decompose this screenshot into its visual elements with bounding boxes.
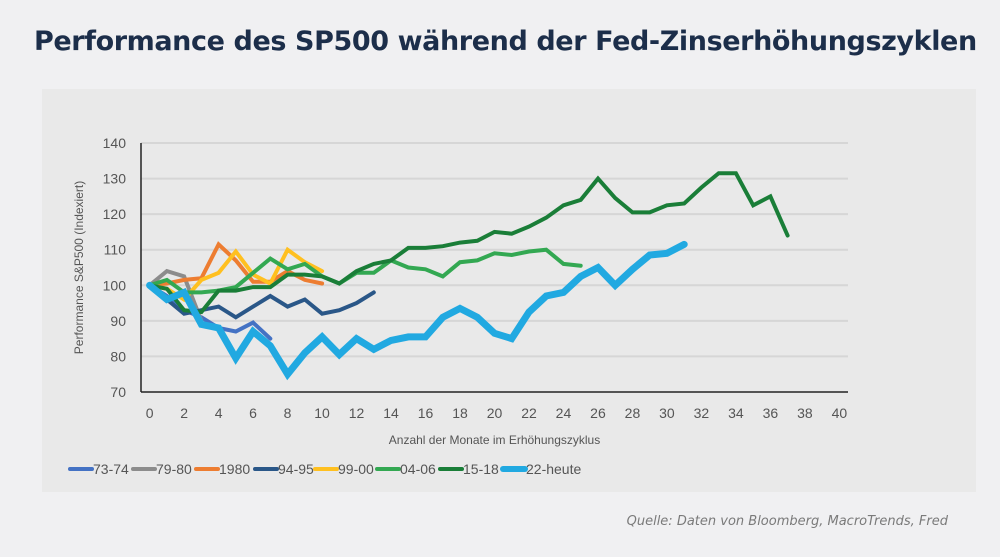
series-line-15-18	[147, 171, 790, 315]
x-tick-label: 38	[797, 405, 813, 421]
x-tick-label: 16	[418, 405, 434, 421]
y-tick-labels: 70 80 90 100 110 120 130 140	[103, 135, 127, 400]
legend-label: 04-06	[400, 461, 436, 477]
x-tick-label: 0	[146, 405, 154, 421]
axes	[140, 143, 848, 393]
legend-item-04-06: 04-06	[375, 461, 436, 477]
y-tick-label: 140	[103, 135, 127, 151]
legend-item-73-74: 73-74	[68, 461, 129, 477]
x-tick-label: 26	[590, 405, 606, 421]
x-tick-label: 24	[556, 405, 572, 421]
legend-label: 79-80	[156, 461, 192, 477]
legend-label: 22-heute	[526, 461, 581, 477]
x-tick-label: 6	[249, 405, 257, 421]
x-tick-label: 10	[314, 405, 330, 421]
legend-item-15-18: 15-18	[438, 461, 499, 477]
legend-item-22-heute: 22-heute	[500, 461, 581, 477]
x-tick-label: 28	[625, 405, 641, 421]
y-tick-label: 70	[110, 384, 126, 400]
x-tick-label: 32	[694, 405, 710, 421]
y-tick-label: 110	[104, 242, 127, 258]
x-tick-label: 8	[284, 405, 292, 421]
legend-label: 99-00	[338, 461, 374, 477]
series-line-79-80	[147, 268, 204, 323]
chart-title: Performance des SP500 während der Fed-Zi…	[34, 26, 977, 57]
legend-label: 15-18	[463, 461, 499, 477]
x-tick-label: 2	[180, 405, 188, 421]
x-tick-label: 40	[832, 405, 848, 421]
legend-label: 1980	[219, 461, 250, 477]
y-tick-label: 90	[110, 313, 126, 329]
chart-panel: 70 80 90 100 110 120 130 140 0 2 4 6 8 10 12 14 16 18 20 2…	[42, 89, 976, 492]
x-tick-label: 14	[383, 405, 399, 421]
series-lines	[146, 171, 790, 381]
y-axis-label: Performance S&P500 (Indexiert)	[72, 181, 86, 354]
series-line-22-heute	[146, 240, 688, 381]
legend-item-99-00: 99-00	[313, 461, 374, 477]
x-tick-label: 30	[659, 405, 675, 421]
legend-label: 73-74	[93, 461, 129, 477]
x-tick-labels: 0 2 4 6 8 10 12 14 16 18 20 22 24 26 28 30 32 34 36 38 40	[146, 405, 848, 421]
legend-item-79-80: 79-80	[131, 461, 192, 477]
x-tick-label: 20	[487, 405, 503, 421]
legend-label: 94-95	[278, 461, 314, 477]
x-axis-label: Anzahl der Monate im Erhöhungszyklus	[389, 433, 600, 447]
legend-item-94-95: 94-95	[253, 461, 314, 477]
legend: 73-74 79-80 1980 94-95 99-00 04-06 15-18 22-heu…	[68, 461, 581, 477]
y-tick-label: 80	[110, 348, 126, 364]
source-note: Quelle: Daten von Bloomberg, MacroTrends…	[626, 514, 948, 529]
legend-item-1980: 1980	[194, 461, 250, 477]
y-tick-label: 100	[103, 277, 127, 293]
x-tick-label: 34	[728, 405, 744, 421]
x-tick-label: 18	[452, 405, 468, 421]
x-tick-label: 12	[349, 405, 365, 421]
series-line-94-95	[147, 283, 376, 320]
x-tick-label: 22	[521, 405, 537, 421]
y-tick-label: 130	[103, 171, 127, 187]
y-tick-label: 120	[103, 206, 127, 222]
x-tick-label: 36	[763, 405, 779, 421]
x-tick-label: 4	[215, 405, 223, 421]
